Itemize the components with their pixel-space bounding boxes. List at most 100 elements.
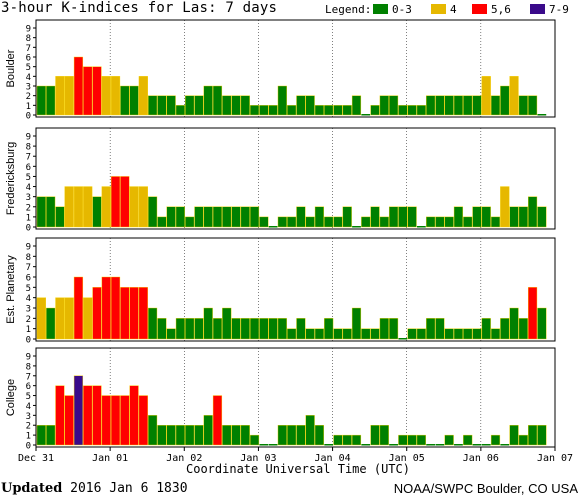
k-bar	[120, 395, 130, 446]
k-bar	[185, 425, 195, 446]
k-bar	[370, 328, 380, 340]
k-bar	[138, 186, 148, 228]
x-tick-label: Jan 03	[240, 453, 276, 464]
k-bar	[388, 206, 399, 228]
k-bar	[73, 276, 84, 340]
k-bar	[259, 105, 269, 116]
k-bar	[472, 95, 482, 116]
k-bar	[83, 385, 93, 446]
k-bar	[352, 226, 361, 228]
k-bar	[83, 66, 93, 116]
k-bar	[120, 287, 130, 340]
k-bar	[537, 307, 547, 340]
y-tick-label: 0	[26, 336, 31, 346]
k-bar	[407, 105, 417, 116]
y-tick-label: 7	[26, 263, 31, 273]
k-bar	[175, 425, 185, 446]
k-bar	[277, 425, 287, 446]
k-bar	[490, 216, 501, 228]
y-tick-label: 7	[26, 153, 31, 163]
k-bar	[472, 444, 482, 446]
k-bar	[444, 434, 454, 446]
k-bar	[212, 85, 223, 116]
k-bar	[55, 385, 65, 446]
k-bar	[463, 216, 473, 228]
legend-item-5-6: 5,6	[491, 3, 511, 16]
k-bar	[296, 206, 306, 228]
y-tick-label: 5	[26, 284, 31, 294]
k-bar	[64, 395, 74, 446]
k-bar	[426, 95, 436, 116]
y-tick-label: 3	[26, 412, 31, 422]
k-bar	[36, 297, 46, 340]
k-bar	[388, 318, 399, 340]
y-tick-label: 4	[26, 73, 31, 83]
k-bar	[259, 444, 269, 446]
k-bar	[333, 434, 343, 446]
k-bar	[361, 444, 371, 446]
k-bar	[110, 276, 121, 340]
k-bar	[249, 318, 260, 340]
k-bar	[453, 95, 464, 116]
x-axis-title: Coordinate Universal Time (UTC)	[186, 462, 410, 476]
k-bar	[231, 425, 241, 446]
k-bar	[268, 105, 278, 116]
y-tick-label: 9	[26, 25, 31, 35]
k-bar	[490, 434, 501, 446]
k-bar	[101, 76, 111, 116]
k-bar	[500, 186, 510, 228]
k-bar	[157, 425, 167, 446]
k-bar	[287, 328, 297, 340]
y-tick-label: 1	[26, 325, 31, 335]
k-bar	[259, 318, 269, 340]
k-bar	[453, 328, 464, 340]
k-bar	[537, 425, 547, 446]
k-bar	[416, 328, 426, 340]
k-bar	[203, 307, 213, 340]
x-tick-label: Jan 06	[463, 453, 499, 464]
k-bar	[361, 328, 371, 340]
k-bar	[138, 395, 148, 446]
legend-item-4: 4	[450, 3, 457, 16]
k-bar	[92, 196, 102, 228]
k-bar	[324, 318, 334, 340]
k-bar	[101, 186, 111, 228]
y-tick-label: 4	[26, 402, 31, 412]
k-bar	[203, 85, 213, 116]
x-tick-label: Jan 05	[389, 453, 425, 464]
panel-name: Est. Planetary	[5, 255, 17, 324]
k-bar	[277, 318, 287, 340]
k-bar	[416, 226, 426, 228]
panel-name: College	[5, 379, 17, 416]
k-bar	[342, 105, 352, 116]
k-bar	[55, 206, 65, 228]
k-bar	[518, 206, 528, 228]
k-bar	[361, 216, 371, 228]
y-tick-label: 7	[26, 44, 31, 54]
k-bar	[379, 318, 389, 340]
y-tick-label: 1	[26, 213, 31, 223]
y-tick-label: 1	[26, 102, 31, 112]
x-tick-label: Jan 07	[537, 453, 573, 464]
k-bar	[518, 434, 528, 446]
y-tick-label: 4	[26, 183, 31, 193]
k-bar	[222, 95, 232, 116]
k-bar	[92, 287, 102, 340]
k-bar	[157, 216, 167, 228]
k-bar	[110, 76, 121, 116]
k-bar	[314, 425, 325, 446]
k-bar	[240, 206, 250, 228]
k-bar	[407, 434, 417, 446]
k-bar	[463, 328, 473, 340]
k-bar	[185, 318, 195, 340]
k-bar	[46, 85, 56, 116]
k-bar	[435, 216, 445, 228]
k-bar	[64, 76, 74, 116]
k-bar	[249, 206, 260, 228]
k-bar	[342, 434, 352, 446]
k-bar	[287, 216, 297, 228]
k-bar	[324, 105, 334, 116]
k-bar	[268, 226, 278, 228]
k-bar	[64, 186, 74, 228]
